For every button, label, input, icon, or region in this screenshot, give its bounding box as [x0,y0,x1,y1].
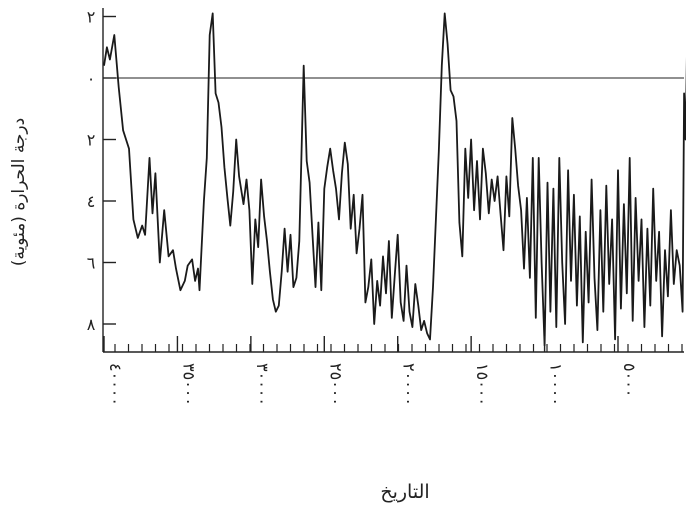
x-tick-label: ٢٥٠٠٠ [326,363,345,406]
x-axis-label: التاريخ [380,481,429,503]
y-tick-label: ٢ [87,8,96,27]
y-tick-label: ٢ [87,131,96,150]
temperature-series-line [103,12,686,347]
x-tick-label: ٢٠٠٠٠ [400,363,419,406]
y-tick-label: ٤ [87,192,96,211]
x-axis-ticks: ٤٠٠٠٠ ٣٥٠٠٠ ٣٠٠٠٠ ٢٥٠٠٠ ٢٠٠٠٠ ١٥٠٠٠ ١٠٠٠٠ ٥٠٠٠ [103,336,683,406]
x-tick-label: ١٥٠٠٠ [473,363,492,406]
y-tick-label: ٠ [87,69,96,88]
y-tick-label: ٨ [87,315,96,334]
x-tick-label: ٥٠٠٠ [620,363,639,397]
y-axis-label: درجة الحرارة (مئوية) [9,118,29,266]
x-tick-label: ١٠٠٠٠ [547,363,566,406]
x-tick-label: ٤٠٠٠٠ [106,363,125,406]
y-axis-ticks: ٢ ٠ ٢ ٤ ٦ ٨ [87,8,116,334]
x-tick-label: ٣٥٠٠٠ [179,363,198,406]
y-tick-label: ٦ [87,254,96,273]
x-tick-label: ٣٠٠٠٠ [253,363,272,406]
